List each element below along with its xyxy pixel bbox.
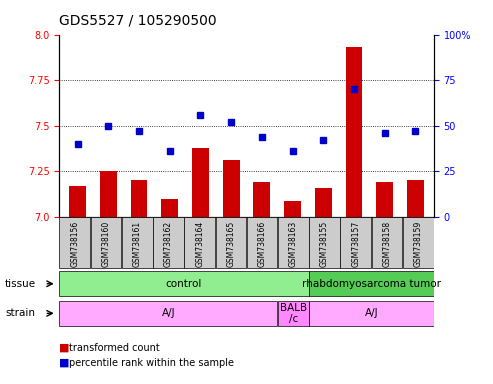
Bar (192, 148, 209, 217)
Text: GSM738159: GSM738159 (414, 221, 423, 267)
Text: GSM738164: GSM738164 (195, 221, 204, 267)
Bar (407, 180, 424, 217)
Text: GDS5527 / 105290500: GDS5527 / 105290500 (59, 13, 217, 27)
Text: transformed count: transformed count (69, 343, 160, 353)
Text: A/J: A/J (162, 308, 175, 318)
Text: rhabdomyosarcoma tumor: rhabdomyosarcoma tumor (302, 279, 441, 289)
Text: ■: ■ (59, 343, 70, 353)
Bar (161, 199, 178, 217)
Text: GSM738163: GSM738163 (289, 221, 298, 267)
FancyBboxPatch shape (153, 217, 184, 268)
Text: BALB
/c: BALB /c (280, 303, 307, 324)
FancyBboxPatch shape (59, 271, 309, 296)
Text: GSM738161: GSM738161 (133, 221, 141, 267)
FancyBboxPatch shape (247, 217, 278, 268)
Text: GSM738156: GSM738156 (70, 221, 79, 267)
Text: tissue: tissue (5, 279, 36, 289)
Text: GSM738157: GSM738157 (352, 221, 360, 267)
FancyBboxPatch shape (215, 217, 246, 268)
FancyBboxPatch shape (309, 271, 433, 296)
Text: strain: strain (5, 308, 35, 318)
Bar (284, 200, 301, 217)
FancyBboxPatch shape (278, 217, 309, 268)
FancyBboxPatch shape (309, 301, 433, 326)
FancyBboxPatch shape (184, 217, 215, 268)
Bar (346, 47, 362, 217)
FancyBboxPatch shape (91, 217, 121, 268)
Text: GSM738162: GSM738162 (164, 221, 173, 267)
Text: ■: ■ (59, 358, 70, 368)
Text: control: control (166, 279, 202, 289)
Bar (100, 171, 117, 217)
Bar (69, 186, 86, 217)
Text: GSM738158: GSM738158 (383, 221, 391, 267)
FancyBboxPatch shape (278, 301, 309, 326)
Bar (315, 188, 332, 217)
Text: GSM738155: GSM738155 (320, 221, 329, 267)
Bar (253, 182, 270, 217)
FancyBboxPatch shape (341, 217, 371, 268)
FancyBboxPatch shape (60, 217, 90, 268)
Bar (131, 180, 147, 217)
Text: GSM738166: GSM738166 (258, 221, 267, 267)
FancyBboxPatch shape (309, 217, 340, 268)
FancyBboxPatch shape (122, 217, 152, 268)
FancyBboxPatch shape (403, 217, 433, 268)
Text: GSM738165: GSM738165 (226, 221, 235, 267)
Text: GSM738160: GSM738160 (102, 221, 110, 267)
Bar (223, 161, 240, 217)
FancyBboxPatch shape (372, 217, 402, 268)
FancyBboxPatch shape (59, 301, 278, 326)
Text: percentile rank within the sample: percentile rank within the sample (69, 358, 234, 368)
Text: A/J: A/J (365, 308, 378, 318)
Bar (376, 182, 393, 217)
